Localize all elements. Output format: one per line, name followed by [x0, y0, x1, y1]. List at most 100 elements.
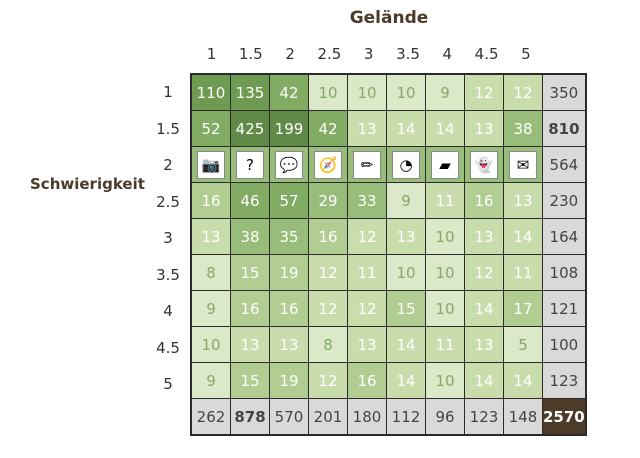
row-total-cell: 350	[541, 73, 587, 111]
count-cell: 13	[230, 326, 270, 363]
count-cell: 15	[230, 254, 270, 291]
dt-matrix: 110 135 42 10 10 10 9 12 12 350 52 425 199 42 13 14 14 13…	[190, 73, 587, 436]
row-total-cell: 810	[541, 110, 587, 147]
count-cell: 13	[347, 110, 387, 147]
speech-bubble-icon: 💬	[275, 150, 303, 179]
row-total-cell: 121	[541, 290, 587, 327]
count-cell: 38	[503, 110, 543, 147]
count-cell: 9	[425, 73, 465, 111]
difficulty-label: 1.5	[156, 119, 180, 138]
count-cell: 11	[425, 182, 465, 219]
column-total-cell: 96	[425, 398, 465, 436]
row-total-cell: 164	[541, 218, 587, 255]
row-total-cell: 230	[541, 182, 587, 219]
totals-row: 262 878 570 201 180 112 96 123 148 2570	[190, 398, 587, 436]
count-cell: 14	[425, 110, 465, 147]
count-cell: 13	[464, 110, 504, 147]
count-cell: 14	[464, 362, 504, 399]
count-cell: 110	[190, 73, 231, 111]
column-total-cell: 878	[230, 398, 270, 436]
ghost-icon: 👻	[470, 150, 498, 179]
count-cell: 12	[308, 362, 348, 399]
count-cell: 10	[425, 362, 465, 399]
icon-cell: 👻	[464, 146, 504, 183]
count-cell: 14	[503, 362, 543, 399]
icon-cell: ▰	[425, 146, 465, 183]
table-row: 9 16 16 12 12 15 10 14 17 121	[190, 290, 587, 327]
count-cell: 10	[308, 73, 348, 111]
count-cell: 12	[347, 218, 387, 255]
table-row: 10 13 13 8 13 14 11 13 5 100	[190, 326, 587, 363]
count-cell: 46	[230, 182, 270, 219]
count-cell: 11	[347, 254, 387, 291]
table-row: 52 425 199 42 13 14 14 13 38 810	[190, 110, 587, 147]
question-mark-icon: ?	[236, 150, 264, 179]
count-cell: 12	[308, 290, 348, 327]
icon-cell: ?	[230, 146, 270, 183]
count-cell: 199	[269, 110, 309, 147]
count-cell: 13	[190, 218, 231, 255]
terrain-axis-title: Gelände	[349, 8, 429, 28]
difficulty-label: 3.5	[156, 265, 180, 284]
table-row: 110 135 42 10 10 10 9 12 12 350	[190, 73, 587, 111]
difficulty-label: 1	[163, 83, 173, 101]
count-cell: 10	[386, 73, 426, 111]
column-total-cell: 262	[190, 398, 231, 436]
count-cell: 16	[464, 182, 504, 219]
count-cell: 33	[347, 182, 387, 219]
count-cell: 11	[425, 326, 465, 363]
icon-cell: ✏	[347, 146, 387, 183]
icon-cell: ✉	[503, 146, 543, 183]
count-cell: 14	[464, 290, 504, 327]
pencil-icon: ✏	[353, 150, 381, 179]
terrain-label: 5	[521, 45, 531, 63]
terrain-label: 3	[363, 45, 374, 63]
row-total-cell: 123	[541, 362, 587, 399]
difficulty-label: 5	[163, 375, 173, 393]
difficulty-label: 2	[163, 156, 173, 174]
table-row: 9 15 19 12 16 14 10 14 14 123	[190, 362, 587, 399]
column-total-cell: 148	[503, 398, 543, 436]
icon-cell: 💬	[269, 146, 309, 183]
difficulty-label: 3	[163, 229, 173, 247]
count-cell: 12	[464, 254, 504, 291]
count-cell: 13	[386, 218, 426, 255]
count-cell: 42	[308, 110, 348, 147]
count-cell: 10	[425, 218, 465, 255]
count-cell: 9	[190, 362, 231, 399]
icon-cell: ◔	[386, 146, 426, 183]
count-cell: 19	[269, 254, 309, 291]
count-cell: 13	[464, 326, 504, 363]
count-cell: 14	[386, 326, 426, 363]
count-cell: 13	[269, 326, 309, 363]
difficulty-label: 4.5	[156, 338, 180, 357]
count-cell: 14	[386, 362, 426, 399]
count-cell: 42	[269, 73, 309, 111]
count-cell: 38	[230, 218, 270, 255]
row-total-cell: 108	[541, 254, 587, 291]
terrain-label: 1	[206, 45, 217, 63]
count-cell: 16	[347, 362, 387, 399]
icon-cell: 📷	[190, 146, 231, 183]
count-cell: 10	[347, 73, 387, 111]
count-cell: 12	[464, 73, 504, 111]
count-cell: 19	[269, 362, 309, 399]
count-cell: 14	[503, 218, 543, 255]
table-row: 13 38 35 16 12 13 10 13 14 164	[190, 218, 587, 255]
count-cell: 10	[425, 290, 465, 327]
count-cell: 13	[464, 218, 504, 255]
count-cell: 10	[190, 326, 231, 363]
count-cell: 13	[503, 182, 543, 219]
terrain-label: 2	[285, 45, 295, 63]
count-cell: 29	[308, 182, 348, 219]
count-cell: 12	[503, 73, 543, 111]
count-cell: 17	[503, 290, 543, 327]
count-cell: 12	[308, 254, 348, 291]
column-total-cell: 123	[464, 398, 504, 436]
terrain-label: 4.5	[474, 45, 499, 63]
count-cell: 15	[386, 290, 426, 327]
count-cell: 52	[190, 110, 231, 147]
grand-total-cell: 2570	[541, 398, 587, 436]
count-cell: 16	[230, 290, 270, 327]
count-cell: 9	[190, 290, 231, 327]
